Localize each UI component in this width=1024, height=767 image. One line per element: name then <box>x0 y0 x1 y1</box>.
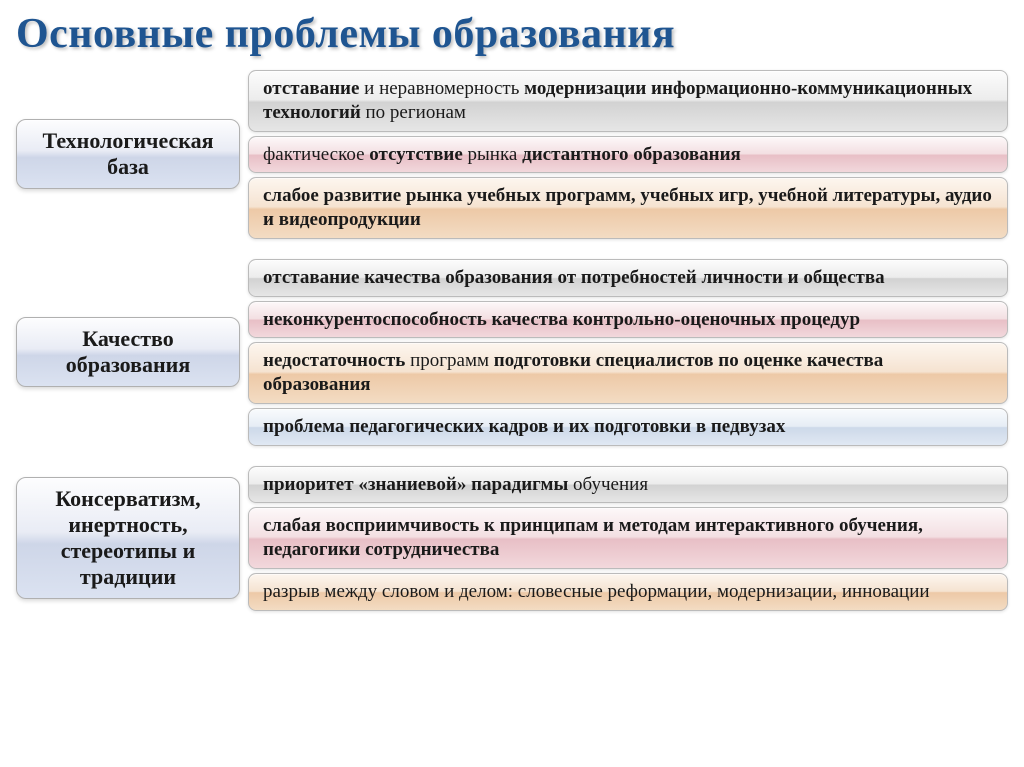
item-box: фактическое отсутствие рынка дистантного… <box>248 136 1008 174</box>
category-box: Консерватизм, инертность, стереотипы и т… <box>16 477 240 599</box>
item-box: неконкурентоспособность качества контрол… <box>248 301 1008 339</box>
item-box: приоритет «знаниевой» парадигмы обучения <box>248 466 1008 504</box>
items-column: приоритет «знаниевой» парадигмы обучения… <box>248 466 1008 611</box>
item-box: отставание качества образования от потре… <box>248 259 1008 297</box>
category-box: Качество образования <box>16 317 240 387</box>
items-column: отставание и неравномерность модернизаци… <box>248 70 1008 239</box>
page-title: Основные проблемы образования <box>16 10 1008 58</box>
item-box: недостаточность программ подготовки спец… <box>248 342 1008 404</box>
section: Технологическая базаотставание и неравно… <box>16 70 1008 239</box>
item-box: разрыв между словом и делом: словесные р… <box>248 573 1008 611</box>
section: Качество образованияотставание качества … <box>16 259 1008 446</box>
items-column: отставание качества образования от потре… <box>248 259 1008 446</box>
item-box: отставание и неравномерность модернизаци… <box>248 70 1008 132</box>
item-box: проблема педагогических кадров и их подг… <box>248 408 1008 446</box>
sections-container: Технологическая базаотставание и неравно… <box>16 70 1008 611</box>
item-box: слабое развитие рынка учебных программ, … <box>248 177 1008 239</box>
category-box: Технологическая база <box>16 119 240 189</box>
item-box: слабая восприимчивость к принципам и мет… <box>248 507 1008 569</box>
section: Консерватизм, инертность, стереотипы и т… <box>16 466 1008 611</box>
